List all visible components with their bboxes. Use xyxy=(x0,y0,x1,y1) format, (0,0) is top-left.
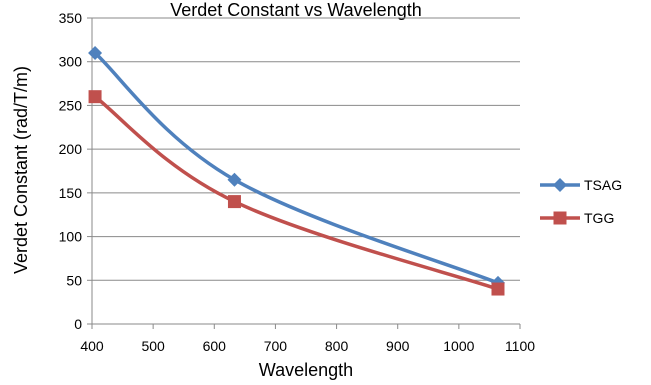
y-tick-label: 0 xyxy=(74,316,82,332)
series-tsag xyxy=(88,45,505,290)
x-tick-label: 600 xyxy=(203,338,227,354)
series-line-tsag xyxy=(93,51,500,285)
legend-label: TGG xyxy=(584,210,614,226)
legend-item-tsag: TSAG xyxy=(540,177,622,193)
legend: TSAG TGG xyxy=(540,177,622,226)
x-tick-label: 700 xyxy=(264,338,288,354)
y-tick-label: 350 xyxy=(59,10,83,26)
x-tick-label: 500 xyxy=(141,338,165,354)
chart-title: Verdet Constant vs Wavelength xyxy=(170,0,421,20)
data-point-tgg xyxy=(88,90,102,104)
x-tick-label: 900 xyxy=(386,338,410,354)
data-point-tgg xyxy=(227,195,241,209)
x-tick-label: 1100 xyxy=(505,338,535,354)
y-tick-label: 150 xyxy=(59,185,83,201)
y-axis-label: Verdet Constant (rad/T/m) xyxy=(11,66,31,274)
data-point-tgg xyxy=(491,282,505,296)
y-tick-label: 100 xyxy=(59,229,83,245)
grid xyxy=(92,17,520,281)
x-tick-label: 400 xyxy=(80,338,104,354)
legend-item-tgg: TGG xyxy=(540,210,614,226)
y-tick-label: 200 xyxy=(59,141,83,157)
x-tick-label: 800 xyxy=(325,338,349,354)
x-axis-label: Wavelength xyxy=(259,360,353,380)
y-tick-label: 300 xyxy=(59,54,83,70)
legend-label: TSAG xyxy=(584,177,622,193)
axes: 0 50 100 150 200 250 300 350 400 500 600 700 800 900 1… xyxy=(59,10,536,354)
series-group xyxy=(88,45,505,296)
series-line-tgg xyxy=(93,94,500,291)
data-point-tsag xyxy=(227,172,242,187)
y-tick-label: 50 xyxy=(66,272,82,288)
legend-marker xyxy=(553,178,567,192)
series-tgg xyxy=(88,90,505,296)
legend-marker xyxy=(553,211,567,225)
data-point-tsag xyxy=(88,45,103,60)
x-tick-label: 1000 xyxy=(443,338,474,354)
y-tick-label: 250 xyxy=(59,97,83,113)
